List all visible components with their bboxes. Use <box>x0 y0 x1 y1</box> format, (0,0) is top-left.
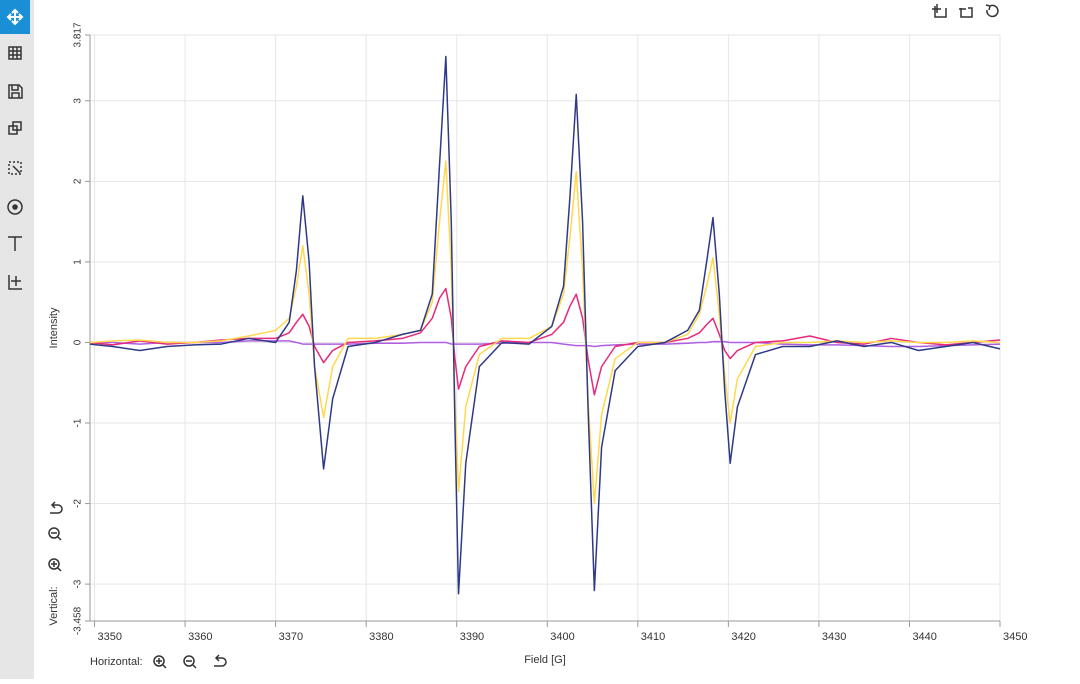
reset-zoom[interactable] <box>985 4 999 18</box>
horizontal-zoom-in[interactable] <box>153 655 167 669</box>
toolbar <box>0 0 34 679</box>
series-line <box>90 340 1001 348</box>
tool-axis[interactable] <box>8 275 22 290</box>
y-tick-label: -3.458 <box>73 606 84 635</box>
x-tick-label: 3450 <box>1003 631 1027 643</box>
x-tick-label: 3400 <box>550 631 574 643</box>
y-tick-label: 2 <box>73 178 84 184</box>
x-tick-label: 3360 <box>188 631 212 643</box>
x-tick-label: 3390 <box>460 631 484 643</box>
horizontal-label: Horizontal: <box>90 656 143 668</box>
y-tick-label: -2 <box>73 499 84 508</box>
tool-peak[interactable] <box>7 199 23 215</box>
tool-text[interactable] <box>8 236 22 251</box>
y-tick-label: 0 <box>73 339 84 345</box>
series-line <box>89 287 1001 396</box>
x-tick-label: 3370 <box>279 631 303 643</box>
vertical-zoom-out[interactable] <box>48 527 62 541</box>
series-line <box>89 55 1001 595</box>
y-tick-label: 3 <box>73 98 84 104</box>
vertical-reset[interactable] <box>50 501 63 514</box>
y-tick-label: -3 <box>73 579 84 588</box>
vertical-label: Vertical: <box>48 586 60 625</box>
horizontal-zoom-out[interactable] <box>183 655 197 669</box>
series-line <box>89 160 1001 505</box>
y-tick-label: -1 <box>73 418 84 427</box>
horizontal-reset[interactable] <box>214 654 227 667</box>
y-tick-label: 1 <box>73 259 84 265</box>
tool-pan[interactable] <box>6 8 24 26</box>
x-axis-title: Field [G] <box>524 654 566 666</box>
y-axis-title: Intensity <box>48 307 60 348</box>
x-tick-label: 3350 <box>98 631 122 643</box>
x-tick-label: 3420 <box>731 631 755 643</box>
tool-select[interactable] <box>8 161 22 175</box>
y-tick-label: 3.817 <box>73 22 84 47</box>
zoom-x-in[interactable] <box>932 4 947 18</box>
tool-table[interactable] <box>8 46 22 60</box>
tool-save[interactable] <box>8 84 23 99</box>
x-tick-label: 3430 <box>822 631 846 643</box>
x-tick-label: 3440 <box>912 631 936 643</box>
tool-copy[interactable] <box>8 121 22 135</box>
x-tick-label: 3410 <box>641 631 665 643</box>
x-tick-label: 3380 <box>369 631 393 643</box>
zoom-x-out[interactable] <box>959 7 973 18</box>
vertical-zoom-in[interactable] <box>48 558 62 572</box>
